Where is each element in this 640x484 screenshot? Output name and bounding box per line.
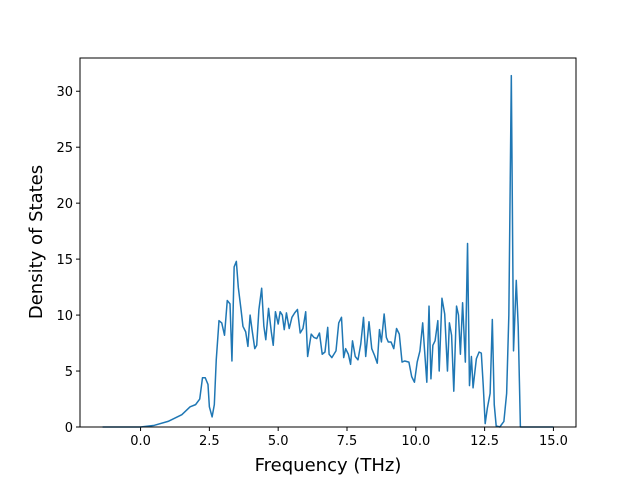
y-tick-label: 10: [56, 309, 73, 324]
y-tick-label: 25: [56, 141, 73, 156]
plot-frame: [79, 57, 577, 428]
x-tick-label: 7.5: [337, 434, 358, 449]
y-tick-label: 5: [65, 365, 73, 380]
x-tick-label: 15.0: [539, 434, 568, 449]
x-tick-label: 2.5: [199, 434, 220, 449]
data-line: [102, 74, 554, 428]
y-axis-label: Density of States: [26, 165, 47, 319]
x-axis-label: Frequency (THz): [255, 455, 402, 476]
y-tick-label: 15: [56, 253, 73, 268]
x-tick-label: 10.0: [401, 434, 430, 449]
x-tick-label: 5.0: [268, 434, 289, 449]
x-tick-label: 0.0: [130, 434, 151, 449]
y-tick-label: 0: [65, 421, 73, 436]
y-tick-label: 30: [56, 85, 73, 100]
x-tick-label: 12.5: [470, 434, 499, 449]
y-tick-label: 20: [56, 197, 73, 212]
